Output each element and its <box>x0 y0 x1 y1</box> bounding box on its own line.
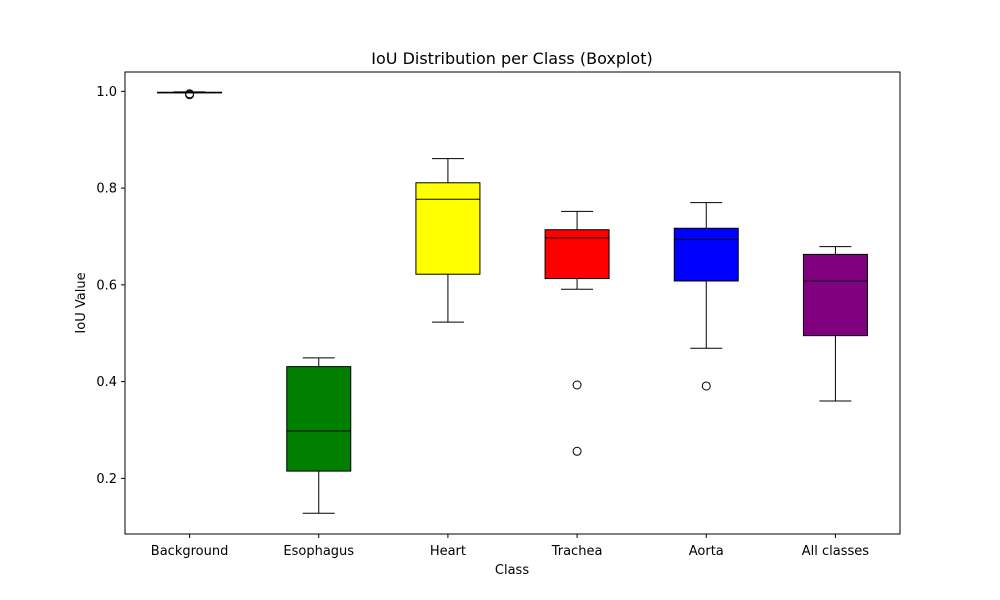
box-group-2 <box>415 158 481 323</box>
y-axis-label: IoU Value <box>74 272 89 333</box>
outlier-point <box>185 89 195 99</box>
y-tick-label: 0.8 <box>96 182 117 197</box>
box-group-5 <box>802 246 868 402</box>
x-tick-label: Trachea <box>551 544 603 559</box>
chart-title: IoU Distribution per Class (Boxplot) <box>371 49 652 68</box>
plot-marks <box>157 89 868 514</box>
box-group-4 <box>673 202 739 391</box>
y-tick-label: 0.4 <box>96 375 117 390</box>
x-tick-label: Heart <box>430 544 466 559</box>
x-axis-label: Class <box>495 563 529 578</box>
box-group-3 <box>544 210 610 456</box>
box <box>544 229 610 280</box>
box <box>415 182 481 275</box>
box <box>802 253 868 337</box>
x-axis: Background Esophagus Heart Trachea Aorta All … <box>151 534 869 559</box>
x-tick-label: Background <box>151 544 229 559</box>
y-axis: 0.2 0.4 0.6 0.8 1.0 <box>96 85 125 487</box>
box <box>673 227 739 282</box>
y-tick-label: 0.6 <box>96 278 117 293</box>
box-group-1 <box>286 357 352 514</box>
outlier-point <box>572 380 582 390</box>
y-tick-label: 1.0 <box>96 85 117 100</box>
y-tick-label: 0.2 <box>96 472 117 487</box>
box-group-0 <box>157 89 223 100</box>
x-tick-label: All classes <box>802 544 870 559</box>
outlier-point <box>572 446 582 456</box>
x-tick-label: Aorta <box>689 544 724 559</box>
plot-frame <box>124 71 901 535</box>
outlier-point <box>701 381 711 391</box>
box <box>286 366 352 472</box>
x-tick-label: Esophagus <box>283 544 354 559</box>
